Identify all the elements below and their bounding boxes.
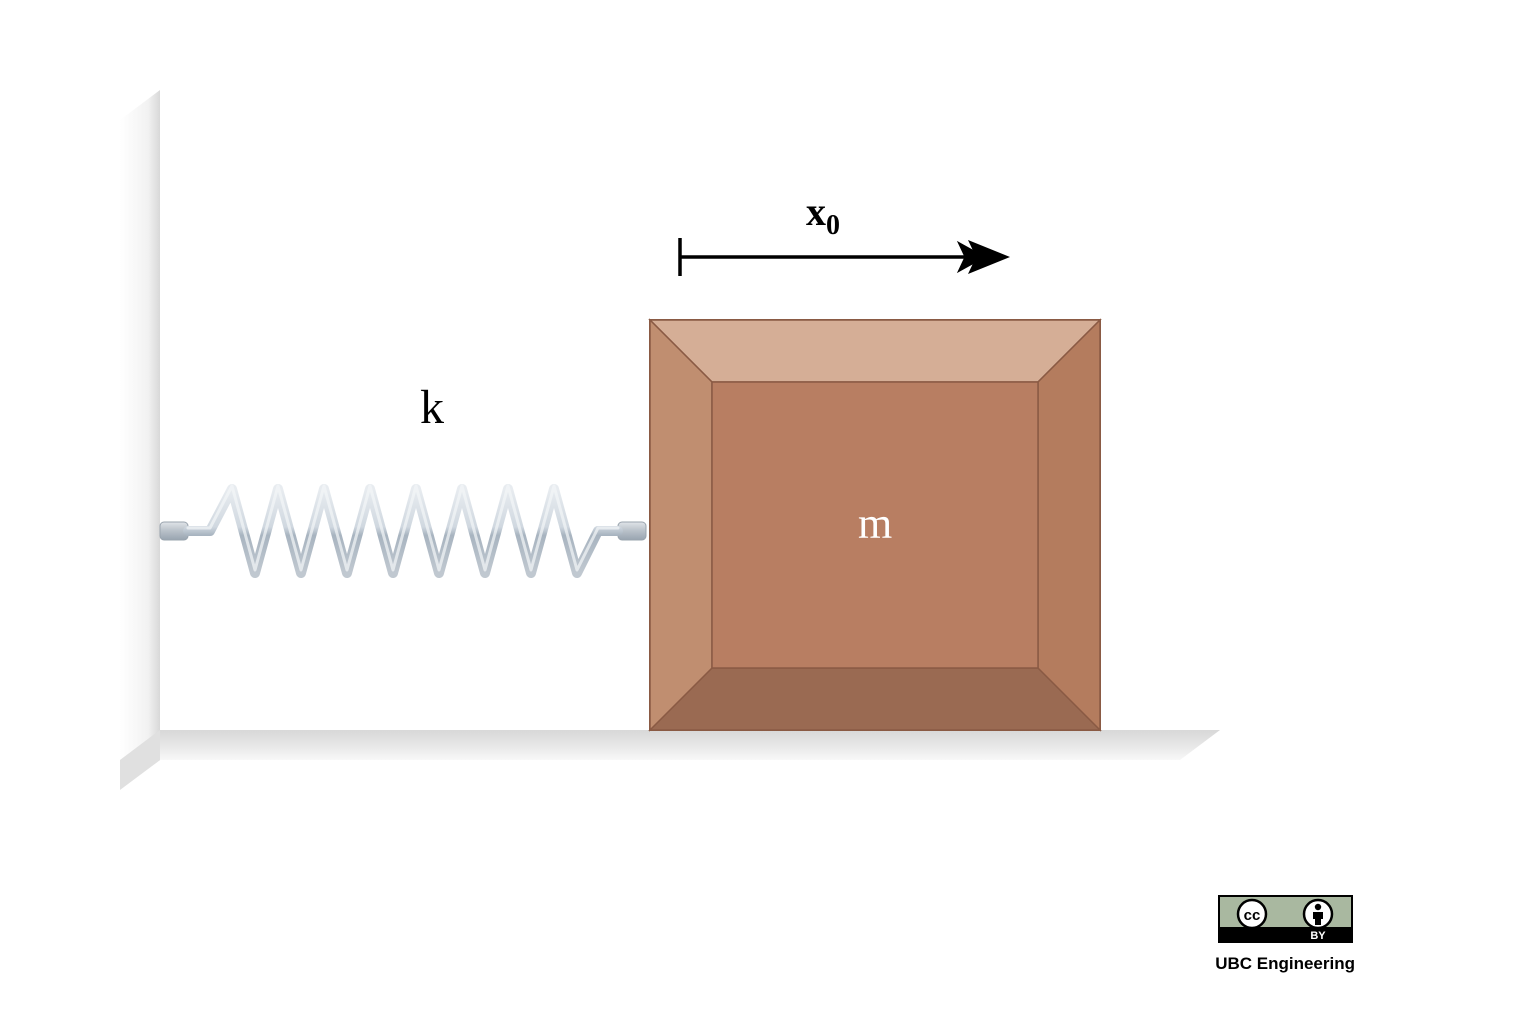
label-k-text: k — [420, 381, 444, 434]
attribution-text: UBC Engineering — [1215, 954, 1355, 974]
spring-mass-diagram — [120, 90, 1270, 810]
label-m-text: m — [858, 499, 892, 548]
diagram-container: k m x0 — [120, 90, 1270, 810]
svg-text:cc: cc — [1243, 907, 1260, 924]
floor — [120, 730, 1220, 760]
attribution: cc BY UBC Engineering — [1215, 895, 1355, 974]
label-x0-sub: 0 — [826, 210, 840, 241]
cc-by-badge: cc BY — [1218, 895, 1353, 943]
wall — [120, 90, 160, 790]
label-spring-constant: k — [420, 380, 444, 435]
label-mass: m — [858, 498, 892, 549]
displacement-arrow — [680, 238, 1010, 276]
svg-text:BY: BY — [1310, 930, 1326, 942]
label-x0-text: x — [806, 189, 826, 234]
label-displacement: x0 — [806, 188, 840, 242]
